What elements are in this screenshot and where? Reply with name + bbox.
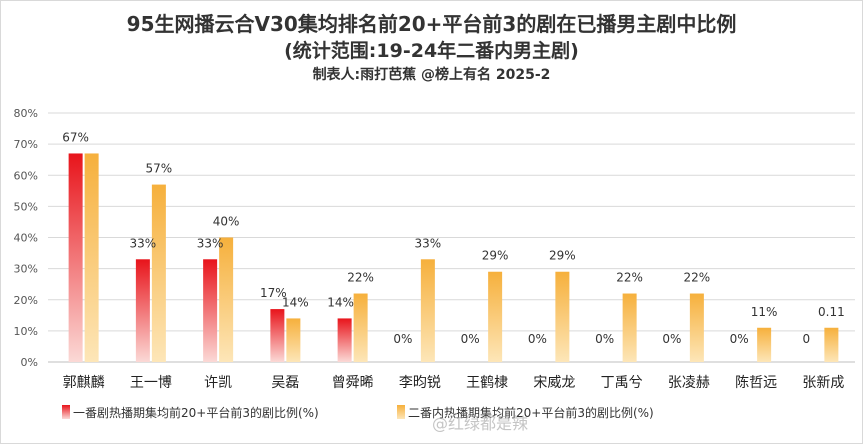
bar-series-2 — [151, 184, 166, 362]
x-category-label: 吴磊 — [271, 375, 299, 391]
legend-label-series-2: 二番内热播期集均前20+平台前3的剧比例(%) — [408, 406, 654, 420]
bar-series-1 — [135, 259, 150, 362]
data-label-series-1: 33% — [130, 236, 157, 250]
x-category-label: 陈哲远 — [735, 374, 777, 391]
bar-series-1 — [203, 259, 218, 362]
data-label-series-1: 0 — [803, 332, 811, 346]
chart-subtitle: (统计范围:19-24年二番内男主剧) — [284, 40, 579, 62]
y-tick-label: 10% — [14, 325, 38, 338]
bar-series-1 — [68, 153, 83, 362]
bar-series-2 — [622, 293, 637, 362]
data-label-series-2: 22% — [347, 271, 374, 285]
chart-credit: 制表人:雨打芭蕉 @榜上有名 2025-2 — [312, 67, 551, 83]
x-category-label: 郭麒麟 — [63, 374, 105, 391]
bar-series-2 — [420, 259, 435, 362]
data-label-series-2: 11% — [751, 305, 778, 319]
data-label-series-2: 22% — [616, 271, 643, 285]
x-category-label: 许凯 — [204, 375, 232, 391]
y-tick-label: 70% — [14, 138, 38, 151]
data-label-series-1: 17% — [260, 286, 287, 300]
legend-label-series-1: 一番剧热播期集均前20+平台前3的剧比例(%) — [73, 406, 319, 420]
y-tick-label: 60% — [14, 169, 38, 182]
x-category-label: 丁禹兮 — [601, 375, 643, 391]
data-label-series-2: 29% — [482, 249, 509, 263]
chart-title: 95生网播云合V30集均排名前20+平台前3的剧在已播男主剧中比例 — [126, 12, 737, 36]
bar-series-2 — [488, 271, 503, 362]
legend-swatch-series-2 — [397, 405, 405, 419]
x-category-label: 李昀锐 — [399, 375, 441, 391]
data-label-series-1: 0% — [461, 332, 480, 346]
bar-series-2 — [353, 293, 368, 362]
bar-series-2 — [219, 237, 234, 362]
data-label-series-2: 29% — [549, 249, 576, 263]
data-label-series-2: 40% — [213, 215, 240, 229]
data-label-series-1: 33% — [197, 236, 224, 250]
x-category-label: 王一博 — [130, 374, 172, 391]
data-label-series-1: 0% — [393, 332, 412, 346]
bar-series-2 — [555, 271, 570, 362]
data-label-series-2: 22% — [684, 271, 711, 285]
data-label-series-2: 33% — [415, 236, 442, 250]
x-category-label: 张凌赫 — [668, 375, 710, 391]
data-label-series-1: 0% — [730, 332, 749, 346]
y-tick-label: 80% — [14, 107, 38, 120]
data-label-series-1: 67% — [62, 130, 89, 144]
bar-series-2 — [286, 318, 301, 362]
y-tick-label: 40% — [14, 232, 38, 245]
x-category-label: 张新成 — [802, 375, 844, 391]
bar-series-2 — [757, 327, 772, 362]
legend-item-series-2: 二番内热播期集均前20+平台前3的剧比例(%) — [397, 404, 654, 421]
y-tick-label: 30% — [14, 263, 38, 276]
y-tick-label: 20% — [14, 294, 38, 307]
data-label-series-1: 0% — [595, 332, 614, 346]
data-label-series-2: 14% — [282, 295, 309, 309]
x-category-label: 曾舜晞 — [332, 375, 374, 391]
data-label-series-2: 0.11 — [818, 305, 845, 319]
bar-series-2 — [689, 293, 704, 362]
bar-series-2 — [824, 327, 839, 362]
watermark: @红绿都是辣 — [432, 414, 529, 433]
bar-series-2 — [84, 153, 99, 362]
data-label-series-1: 0% — [662, 332, 681, 346]
x-category-label: 王鹤棣 — [466, 375, 508, 391]
bar-series-1 — [337, 318, 352, 362]
y-tick-label: 0% — [21, 356, 38, 369]
legend-item-series-1: 一番剧热播期集均前20+平台前3的剧比例(%) — [62, 404, 319, 421]
x-category-label: 宋威龙 — [533, 375, 575, 391]
data-label-series-1: 14% — [327, 295, 354, 309]
y-tick-label: 50% — [14, 200, 38, 213]
bar-series-1 — [270, 309, 285, 362]
data-label-series-2: 57% — [146, 162, 173, 176]
data-label-series-1: 0% — [528, 332, 547, 346]
legend-swatch-series-1 — [62, 405, 70, 419]
